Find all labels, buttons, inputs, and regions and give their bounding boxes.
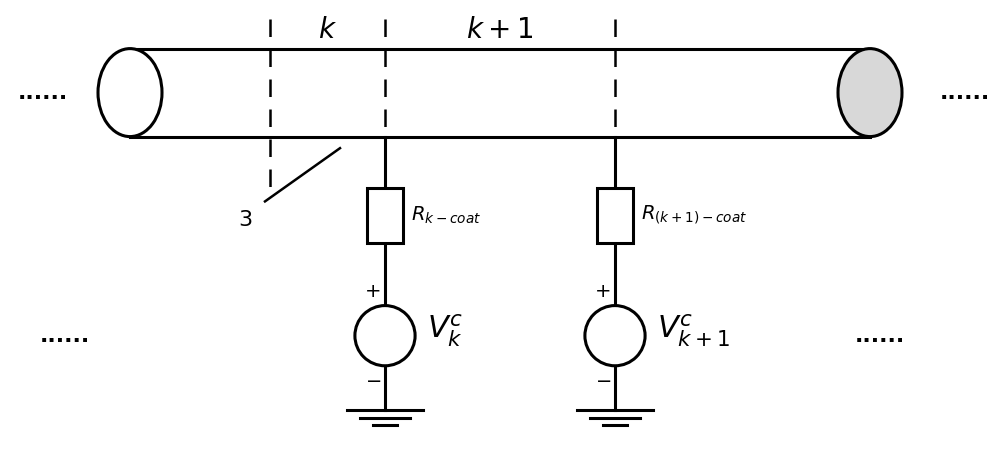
Text: ......: ......	[18, 82, 68, 103]
Text: $-$: $-$	[365, 370, 381, 389]
Circle shape	[585, 306, 645, 366]
Text: ......: ......	[40, 325, 90, 346]
Text: $-$: $-$	[595, 370, 611, 389]
Text: $R_{(k+1)-coat}$: $R_{(k+1)-coat}$	[641, 204, 747, 226]
Text: $k+1$: $k+1$	[466, 17, 534, 44]
Text: ......: ......	[855, 325, 905, 346]
Text: $k$: $k$	[318, 17, 337, 44]
Text: +: +	[595, 282, 611, 301]
Text: 3: 3	[238, 210, 252, 230]
Bar	[367, 188, 403, 243]
Text: $R_{k-coat}$: $R_{k-coat}$	[411, 205, 481, 226]
Text: ......: ......	[940, 82, 990, 103]
Circle shape	[355, 306, 415, 366]
Text: +: +	[365, 282, 381, 301]
Ellipse shape	[98, 49, 162, 137]
Text: $V_{k}^{c}$: $V_{k}^{c}$	[427, 313, 464, 349]
Bar	[597, 188, 633, 243]
Ellipse shape	[838, 49, 902, 137]
Text: $V_{k+1}^{c}$: $V_{k+1}^{c}$	[657, 313, 730, 349]
